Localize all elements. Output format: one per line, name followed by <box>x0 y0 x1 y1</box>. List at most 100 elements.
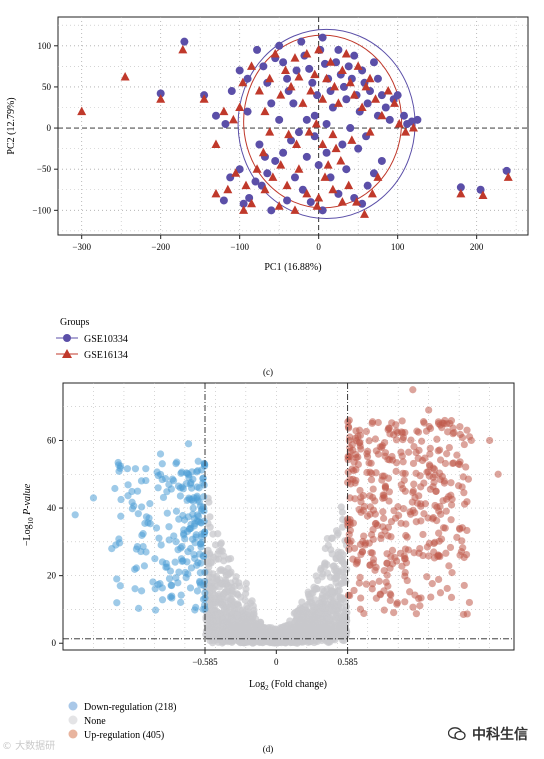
data-point-gse16134 <box>352 197 362 206</box>
data-point <box>425 552 433 560</box>
data-point <box>414 428 423 436</box>
data-point <box>139 530 147 538</box>
data-point-gse16134 <box>337 65 347 74</box>
panel-label-d: (d) <box>263 744 274 754</box>
data-point <box>416 472 424 480</box>
data-point-gse10334 <box>346 124 355 133</box>
data-point <box>456 430 464 439</box>
data-point <box>247 617 255 625</box>
data-point-gse10334 <box>283 196 292 205</box>
data-point <box>295 607 303 615</box>
data-point <box>193 587 202 595</box>
data-point-gse10334 <box>358 199 367 208</box>
pca-points <box>77 33 513 218</box>
data-point <box>177 598 185 606</box>
data-point <box>348 440 357 449</box>
data-point <box>146 520 154 528</box>
data-point <box>242 624 250 632</box>
y-tick-label: 100 <box>38 41 52 51</box>
data-point <box>399 436 407 444</box>
data-point-gse10334 <box>279 58 288 67</box>
data-point-gse16134 <box>239 205 249 214</box>
confidence-ellipse-gse10334 <box>237 28 416 220</box>
data-point <box>365 459 373 467</box>
volcano-legend-item-down: Down-regulation (218) <box>68 701 176 713</box>
legend-dot-icon <box>68 715 78 725</box>
data-point <box>200 493 208 501</box>
data-point <box>381 452 389 460</box>
data-point <box>344 518 352 527</box>
data-point <box>158 596 167 604</box>
data-point-gse10334 <box>381 103 390 112</box>
data-point <box>344 468 352 476</box>
data-point <box>189 475 197 483</box>
data-point-gse10334 <box>306 198 315 207</box>
data-point <box>346 494 354 502</box>
data-point <box>421 454 429 462</box>
data-point <box>392 467 400 475</box>
data-point <box>385 488 393 496</box>
data-point <box>435 537 443 545</box>
data-point <box>354 460 362 469</box>
data-point <box>447 516 455 524</box>
data-point <box>375 577 383 585</box>
data-point <box>356 605 364 613</box>
data-point <box>320 624 328 632</box>
y-tick-label: 50 <box>42 82 52 92</box>
data-point <box>425 406 433 414</box>
data-point-gse10334 <box>251 177 260 186</box>
volcano-legend-item-up: Up-regulation (405) <box>68 729 164 741</box>
data-point-gse16134 <box>238 77 248 87</box>
data-point <box>336 626 344 634</box>
data-point-gse10334 <box>290 173 299 182</box>
data-point <box>412 610 420 618</box>
data-point <box>161 474 170 483</box>
data-point-gse10334 <box>263 169 272 178</box>
data-point-gse16134 <box>258 147 268 157</box>
data-point-gse16134 <box>120 72 130 81</box>
data-point <box>367 469 376 478</box>
data-point-gse16134 <box>377 110 387 120</box>
data-point <box>328 589 336 597</box>
data-point <box>401 545 410 553</box>
data-point <box>356 431 365 440</box>
data-point <box>116 464 124 472</box>
data-point <box>346 591 354 600</box>
data-point <box>233 611 241 619</box>
x-tick-label: 200 <box>470 242 484 252</box>
data-point <box>409 386 417 394</box>
data-point <box>429 514 437 522</box>
data-point <box>338 613 346 621</box>
data-point <box>393 557 401 565</box>
data-point-gse16134 <box>314 44 324 54</box>
data-point-gse10334 <box>313 91 322 100</box>
y-tick-label: 60 <box>47 435 57 445</box>
data-point <box>443 450 451 458</box>
data-point <box>368 419 376 427</box>
data-point-gse16134 <box>292 139 302 149</box>
data-point <box>310 609 319 617</box>
data-point <box>123 465 132 473</box>
x-tick-label: −300 <box>72 242 91 252</box>
data-point <box>306 594 314 602</box>
data-point-gse16134 <box>367 188 377 198</box>
data-point <box>409 488 417 497</box>
data-point <box>456 525 464 533</box>
data-point-gse10334 <box>243 107 252 116</box>
data-point-gse10334 <box>342 165 351 174</box>
data-point <box>338 555 346 564</box>
x-tick-label: 0 <box>316 242 321 252</box>
data-point <box>412 518 420 526</box>
data-point <box>401 469 409 478</box>
data-point <box>345 453 353 461</box>
data-point <box>154 484 162 492</box>
legend-label: GSE10334 <box>84 334 128 345</box>
data-point <box>117 512 125 520</box>
data-point <box>486 436 494 445</box>
data-point-gse10334 <box>219 196 228 205</box>
data-point <box>365 437 373 445</box>
legend-label: GSE16134 <box>84 350 128 361</box>
data-point <box>449 430 457 438</box>
data-point <box>206 550 214 558</box>
data-point <box>378 443 386 451</box>
